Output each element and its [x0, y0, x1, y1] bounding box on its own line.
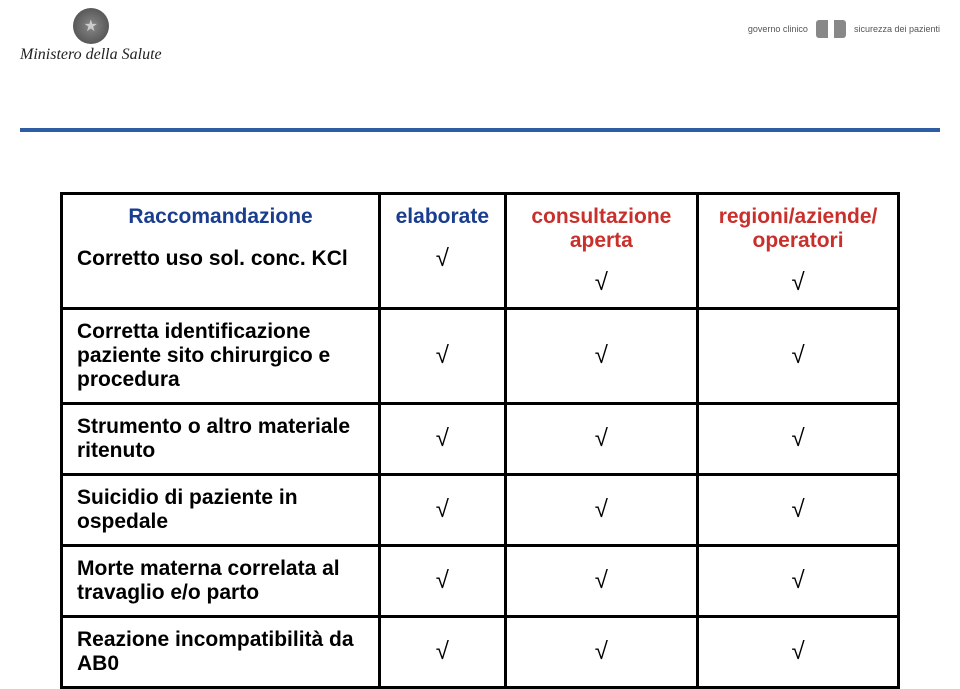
- check-cell: √: [505, 404, 698, 475]
- sicurezza-text: sicurezza dei pazienti: [854, 24, 940, 34]
- check-cell: √: [505, 475, 698, 546]
- check-mark: √: [395, 245, 490, 273]
- ministry-block: Ministero della Salute: [20, 8, 162, 64]
- desc-cell: Reazione incompatibilità da AB0: [62, 617, 380, 688]
- desc-cell: Strumento o altro materiale ritenuto: [62, 404, 380, 475]
- page-header: Ministero della Salute governo clinico s…: [0, 0, 960, 70]
- desc-cell: Suicidio di paziente in ospedale: [62, 475, 380, 546]
- main-content: Raccomandazione Corretto uso sol. conc. K…: [0, 132, 960, 689]
- header-and-check-cell: regioni/aziende/ operatori√: [698, 194, 899, 309]
- table-row: Reazione incompatibilità da AB0√√√: [62, 617, 899, 688]
- check-mark: √: [521, 269, 683, 297]
- check-cell: √: [380, 546, 506, 617]
- row-label: Corretto uso sol. conc. KCl: [77, 247, 348, 270]
- check-mark: √: [713, 269, 883, 297]
- check-cell: √: [698, 617, 899, 688]
- check-cell: √: [380, 617, 506, 688]
- header-right-block: governo clinico sicurezza dei pazienti: [748, 20, 940, 38]
- check-cell: √: [380, 309, 506, 404]
- check-cell: √: [380, 404, 506, 475]
- header-and-check-cell: elaborate√: [380, 194, 506, 309]
- row-label: Suicidio di paziente in ospedale: [77, 486, 298, 533]
- check-cell: √: [505, 309, 698, 404]
- table-row: Strumento o altro materiale ritenuto√√√: [62, 404, 899, 475]
- check-cell: √: [698, 475, 899, 546]
- governo-text: governo clinico: [748, 24, 808, 34]
- check-cell: √: [698, 309, 899, 404]
- governo-block: governo clinico: [748, 24, 808, 34]
- desc-cell: Corretta identificazione paziente sito c…: [62, 309, 380, 404]
- row-label: Strumento o altro materiale ritenuto: [77, 415, 350, 462]
- ministry-name: Ministero della Salute: [20, 46, 162, 64]
- italian-emblem-icon: [73, 8, 109, 44]
- table-row: Suicidio di paziente in ospedale√√√: [62, 475, 899, 546]
- table-row: Corretta identificazione paziente sito c…: [62, 309, 899, 404]
- check-cell: √: [698, 546, 899, 617]
- table-row: Raccomandazione Corretto uso sol. conc. K…: [62, 194, 899, 309]
- recommendations-table: Raccomandazione Corretto uso sol. conc. K…: [60, 192, 900, 689]
- header-and-check-cell: consultazione aperta√: [505, 194, 698, 309]
- row-label: Reazione incompatibilità da AB0: [77, 628, 354, 675]
- row-label: Morte materna correlata al travaglio e/o…: [77, 557, 340, 604]
- desc-cell: Morte materna correlata al travaglio e/o…: [62, 546, 380, 617]
- check-cell: √: [505, 617, 698, 688]
- check-cell: √: [505, 546, 698, 617]
- header-raccomandazione: Raccomandazione: [128, 205, 312, 228]
- row-label: Corretta identificazione paziente sito c…: [77, 320, 330, 391]
- check-cell: √: [698, 404, 899, 475]
- clinical-logo-icon: [816, 20, 846, 38]
- check-cell: √: [380, 475, 506, 546]
- sicurezza-block: sicurezza dei pazienti: [854, 24, 940, 34]
- table-row: Morte materna correlata al travaglio e/o…: [62, 546, 899, 617]
- desc-cell: Raccomandazione Corretto uso sol. conc. K…: [62, 194, 380, 309]
